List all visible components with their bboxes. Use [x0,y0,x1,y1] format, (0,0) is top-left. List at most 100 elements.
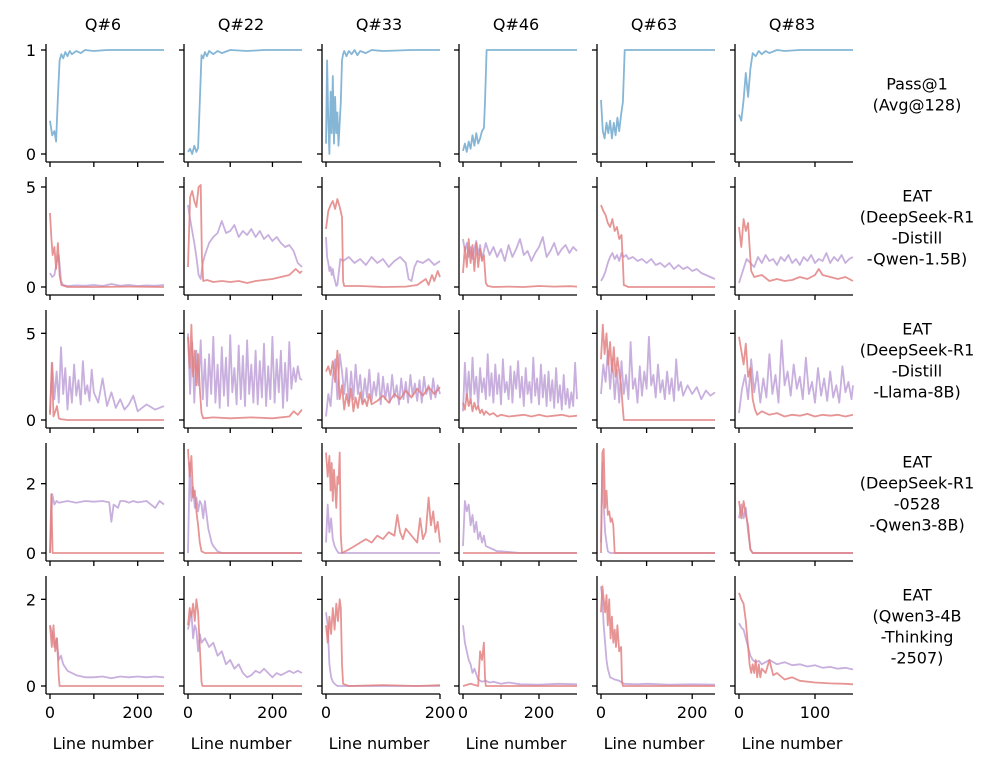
x-axis-label: Line number [191,734,292,753]
series-line-purple-r1-c3 [462,236,578,262]
column-title-3: Q#46 [493,15,539,34]
row-label-1: (DeepSeek-R1 [860,208,975,227]
series-line-purple-r2-c2 [325,353,441,417]
series-line-red-r2-c5 [738,336,854,418]
series-line-red-r3-c0 [49,493,164,554]
series-line-blue-r0-c3 [462,49,577,153]
row-label-4: (Qwen3-4B [872,607,961,626]
row-label-2: (DeepSeek-R1 [860,341,975,360]
row-label-1: -Qwen-1.5B) [867,250,967,269]
series-line-red-r4-c5 [738,592,854,686]
y-tick-label: 2 [26,590,36,609]
y-tick-label: 0 [26,145,36,164]
column-title-0: Q#6 [85,15,121,34]
series-line-purple-r1-c0 [49,254,165,287]
series-line-purple-r2-c3 [462,353,578,412]
row-label-3: EAT [902,453,932,472]
series-line-purple-r3-c5 [738,503,853,554]
row-label-3: (DeepSeek-R1 [860,474,975,493]
series-line-purple-r1-c2 [325,236,441,287]
y-tick-label: 2 [26,475,36,494]
series-line-purple-r2-c4 [600,335,716,404]
row-label-4: -2507) [891,649,944,668]
x-tick-label: 200 [677,703,708,722]
x-tick-label: 200 [524,703,555,722]
column-title-4: Q#63 [631,15,677,34]
row-label-1: -Distill [892,229,942,248]
x-tick-label: 100 [800,703,831,722]
series-line-red-r1-c2 [325,198,441,288]
y-tick-label: 0 [26,544,36,563]
y-tick-label: 5 [26,324,36,343]
series-line-purple-r4-c3 [462,625,578,686]
column-title-5: Q#83 [769,15,815,34]
series-line-red-r4-c1 [187,598,302,687]
series-line-red-r1-c5 [738,218,854,282]
series-line-red-r2-c2 [325,349,441,413]
series-line-red-r2-c3 [462,393,578,418]
x-axis-label: Line number [604,734,705,753]
row-label-3: -Qwen3-8B) [869,516,964,535]
row-label-0: Pass@1 [886,75,948,94]
series-line-purple-r4-c1 [187,611,303,679]
series-line-purple-r4-c0 [49,625,165,680]
x-tick-label: 200 [257,703,288,722]
series-line-blue-r0-c1 [187,49,302,155]
x-axis-label: Line number [742,734,843,753]
x-axis-label: Line number [329,734,430,753]
series-line-red-r3-c5 [738,500,853,554]
series-line-purple-r2-c5 [738,339,854,414]
series-line-red-r4-c3 [462,641,577,687]
series-line-purple-r2-c1 [187,333,303,409]
series-line-red-r1-c3 [462,238,578,288]
y-tick-label: 0 [26,278,36,297]
y-tick-label: 0 [26,411,36,430]
x-tick-label: 0 [183,703,193,722]
series-line-purple-r1-c5 [738,252,854,284]
x-axis-label: Line number [466,734,567,753]
row-label-2: EAT [902,320,932,339]
series-line-red-r4-c2 [325,598,441,687]
series-line-purple-r3-c4 [600,462,715,554]
row-label-0: (Avg@128) [873,96,962,115]
series-line-purple-r2-c0 [49,346,165,414]
x-tick-label: 0 [596,703,606,722]
row-label-4: EAT [902,586,932,605]
column-title-1: Q#22 [218,15,264,34]
column-title-2: Q#33 [356,15,402,34]
series-line-purple-r1-c4 [600,252,716,282]
series-line-red-r2-c0 [49,361,164,421]
series-line-red-r1-c4 [600,204,715,288]
x-tick-label: 0 [734,703,744,722]
series-line-red-r3-c1 [187,448,302,554]
series-line-purple-r3-c1 [187,462,302,554]
row-label-2: -Distill [892,362,942,381]
series-line-red-r1-c0 [49,212,165,288]
y-tick-label: 1 [26,41,36,60]
series-line-blue-r0-c0 [49,49,164,143]
row-label-1: EAT [902,187,932,206]
x-tick-label: 0 [321,703,331,722]
y-tick-label: 0 [26,677,36,696]
series-line-blue-r0-c5 [738,49,853,122]
series-line-red-r2-c4 [600,323,715,421]
series-line-purple-r4-c4 [600,586,716,686]
series-line-purple-r1-c1 [187,204,303,280]
series-line-blue-r0-c4 [600,49,715,140]
series-line-blue-r0-c2 [325,49,440,155]
row-label-2: -Llama-8B) [873,383,961,402]
row-label-3: -0528 [894,495,941,514]
series-line-purple-r3-c2 [325,503,440,554]
series-line-red-r4-c0 [49,624,164,687]
y-tick-label: 5 [26,178,36,197]
series-line-purple-r3-c3 [462,500,577,554]
series-line-purple-r3-c0 [49,493,165,554]
x-tick-label: 200 [122,703,153,722]
x-tick-label: 200 [425,703,456,722]
x-tick-label: 0 [45,703,55,722]
series-line-red-r1-c1 [187,184,303,284]
x-axis-label: Line number [53,734,154,753]
x-tick-label: 0 [458,703,468,722]
